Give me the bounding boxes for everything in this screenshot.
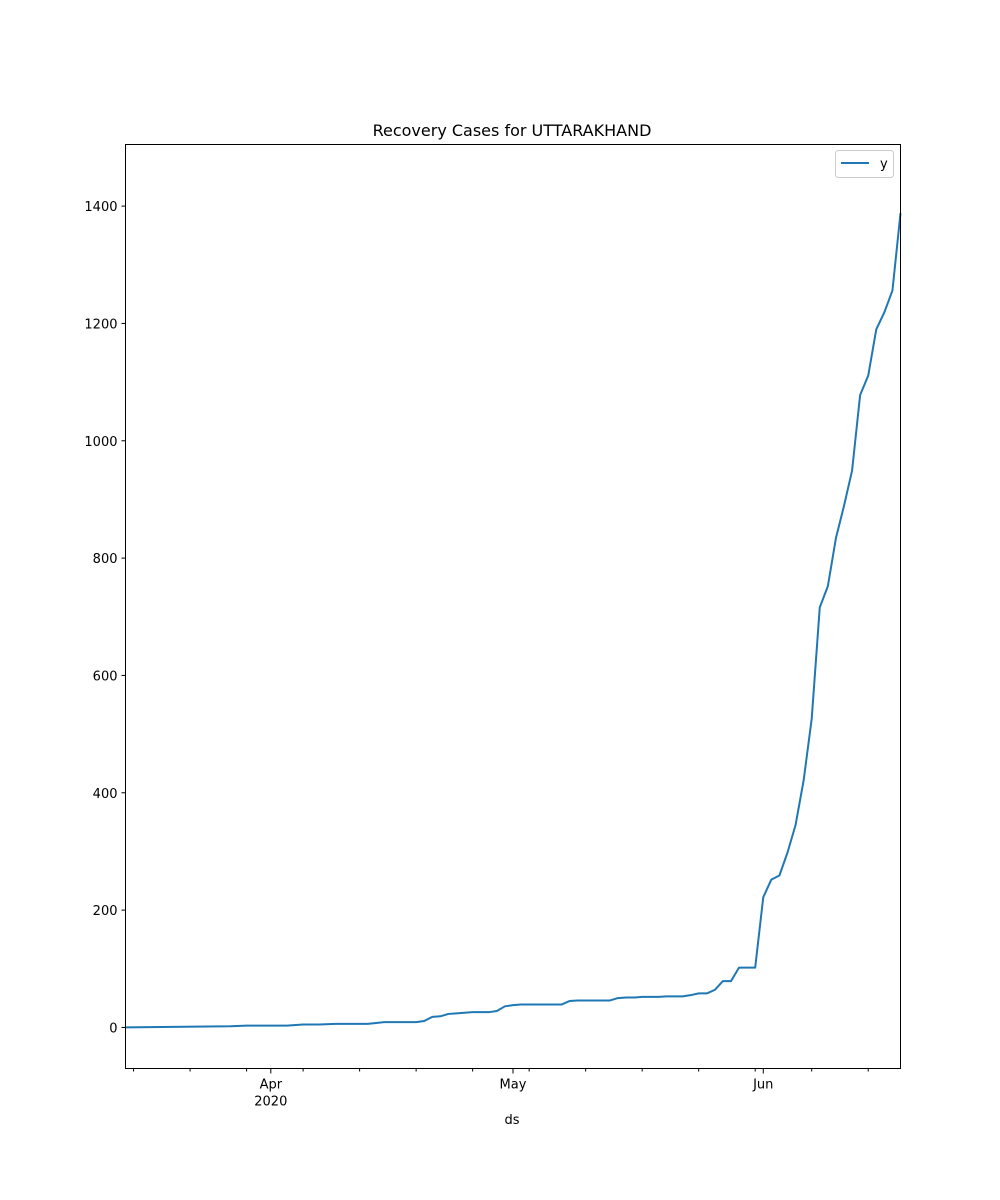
y-tick-label: 1200	[84, 317, 117, 332]
y-tick-label: 600	[93, 669, 118, 684]
x-axis-label: ds	[504, 1113, 519, 1128]
y-tick-label: 200	[93, 904, 118, 919]
x-tick-label: May	[500, 1078, 527, 1093]
y-tick-label: 1400	[84, 200, 117, 215]
x-tick-label: Apr	[260, 1078, 283, 1093]
legend-label-y: y	[880, 157, 888, 172]
chart-title: Recovery Cases for UTTARAKHAND	[373, 121, 652, 140]
plot-area	[125, 213, 902, 1029]
y-tick-label: 0	[109, 1021, 117, 1036]
x-tick-sublabel: 2020	[254, 1095, 287, 1110]
y-tick-label: 800	[93, 552, 118, 567]
x-tick-label: Jun	[752, 1078, 773, 1093]
legend: y	[835, 150, 894, 178]
x-axis: Apr 2020 May Jun	[133, 1068, 869, 1110]
series-line-y	[125, 213, 902, 1029]
axes-frame	[125, 144, 901, 1069]
y-tick-label: 400	[93, 787, 118, 802]
y-axis: 0 200 400 600 800 1000 1200 1400	[84, 200, 126, 1036]
y-tick-label: 1000	[84, 435, 117, 450]
